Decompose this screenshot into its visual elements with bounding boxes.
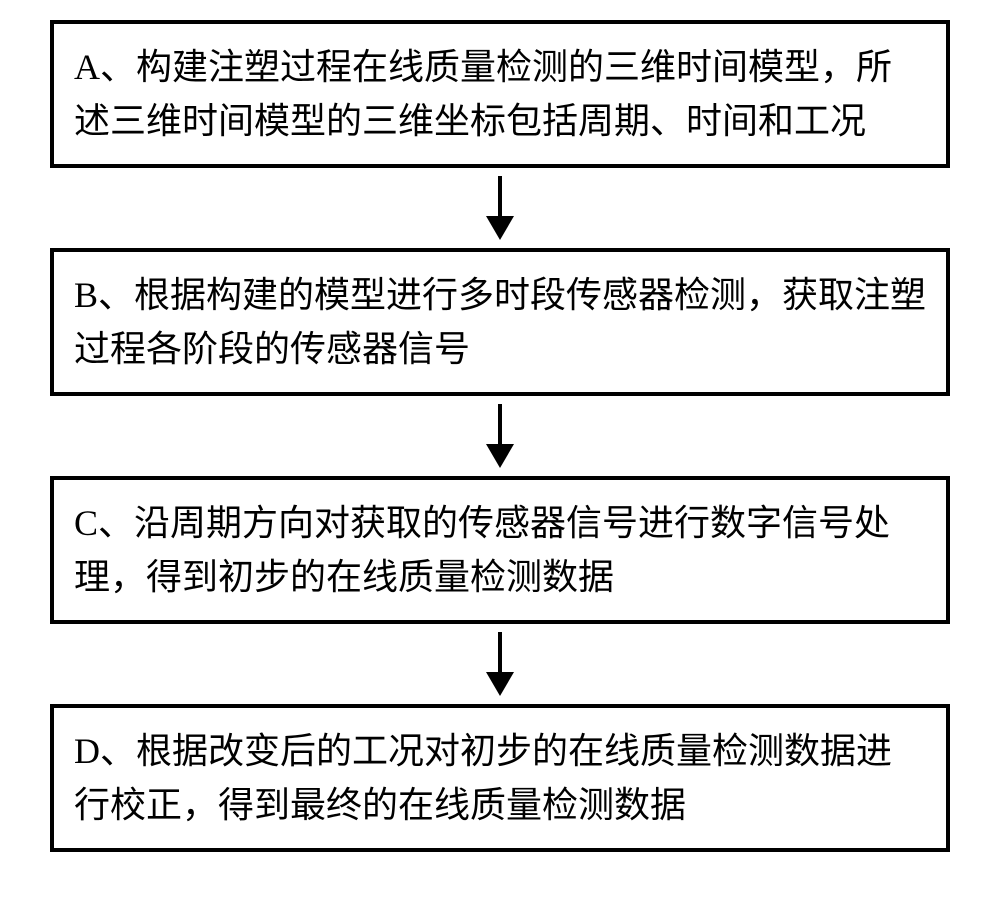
flow-node-c: C、沿周期方向对获取的传感器信号进行数字信号处理，得到初步的在线质量检测数据 [50, 476, 950, 624]
arrow-head-icon [486, 216, 514, 240]
arrow-head-icon [486, 672, 514, 696]
arrow-head-icon [486, 444, 514, 468]
flow-node-b: B、根据构建的模型进行多时段传感器检测，获取注塑过程各阶段的传感器信号 [50, 248, 950, 396]
flowchart-container: A、构建注塑过程在线质量检测的三维时间模型，所述三维时间模型的三维坐标包括周期、… [40, 20, 960, 852]
arrow-line-icon [498, 176, 502, 216]
arrow-line-icon [498, 404, 502, 444]
flow-node-c-text: C、沿周期方向对获取的传感器信号进行数字信号处理，得到初步的在线质量检测数据 [74, 503, 890, 597]
arrow-a-to-b [486, 176, 514, 240]
arrow-b-to-c [486, 404, 514, 468]
flow-node-b-text: B、根据构建的模型进行多时段传感器检测，获取注塑过程各阶段的传感器信号 [74, 275, 926, 369]
arrow-line-icon [498, 632, 502, 672]
flow-node-d-text: D、根据改变后的工况对初步的在线质量检测数据进行校正，得到最终的在线质量检测数据 [74, 731, 892, 825]
flow-node-a: A、构建注塑过程在线质量检测的三维时间模型，所述三维时间模型的三维坐标包括周期、… [50, 20, 950, 168]
arrow-c-to-d [486, 632, 514, 696]
flow-node-a-text: A、构建注塑过程在线质量检测的三维时间模型，所述三维时间模型的三维坐标包括周期、… [74, 47, 892, 141]
flow-node-d: D、根据改变后的工况对初步的在线质量检测数据进行校正，得到最终的在线质量检测数据 [50, 704, 950, 852]
